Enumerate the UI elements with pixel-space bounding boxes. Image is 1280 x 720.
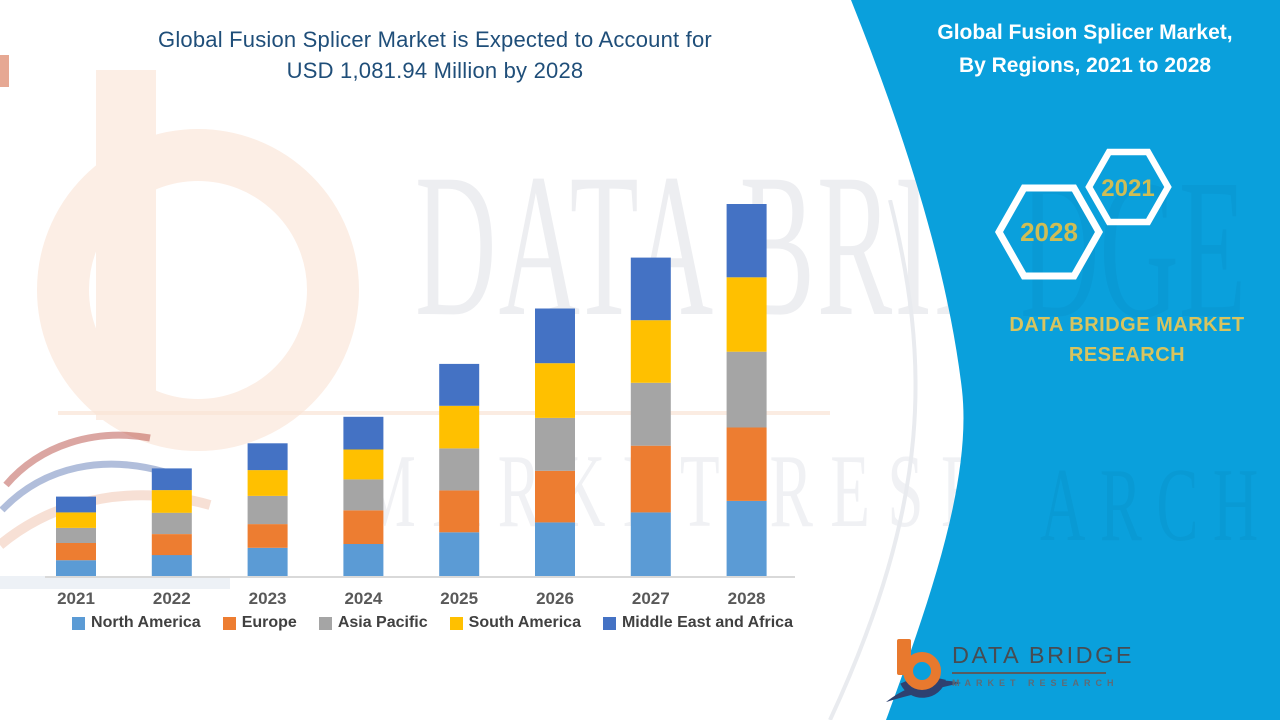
bar-segment-2026-south-america bbox=[535, 363, 575, 418]
bar-segment-2026-north-america bbox=[535, 522, 575, 576]
legend-item-south-america: South America bbox=[449, 614, 581, 632]
bar-segment-2025-north-america bbox=[439, 532, 480, 576]
panel-title: Global Fusion Splicer Market, By Regions… bbox=[902, 16, 1268, 82]
legend-swatch bbox=[449, 616, 463, 630]
side-panel-background bbox=[851, 0, 1280, 720]
legend-swatch bbox=[72, 616, 86, 630]
x-tick-2027: 2027 bbox=[631, 589, 670, 608]
bar-segment-2028-north-america bbox=[726, 500, 767, 576]
logo-b-stem bbox=[897, 639, 911, 675]
logo-wordmark: DATA BRIDGE bbox=[952, 642, 1135, 668]
bar-segment-2026-europe bbox=[535, 470, 575, 523]
x-tick-2023: 2023 bbox=[248, 589, 287, 608]
panel-title-line2: By Regions, 2021 to 2028 bbox=[958, 54, 1212, 77]
legend-label: Europe bbox=[241, 614, 297, 631]
panel-brand-text: DATA BRIDGE MARKET RESEARCH bbox=[982, 310, 1272, 370]
panel-title-line1: Global Fusion Splicer Market, bbox=[937, 21, 1233, 44]
legend-label: South America bbox=[468, 614, 581, 631]
x-tick-2022: 2022 bbox=[152, 589, 191, 608]
panel-ghost-text-bottom: ARCH bbox=[1040, 446, 1273, 563]
bar-segment-2022-north-america bbox=[151, 555, 192, 576]
bar-segment-2024-europe bbox=[343, 510, 384, 544]
logo-underline bbox=[952, 672, 1106, 674]
panel-brand-line1: DATA BRIDGE MARKET bbox=[1009, 314, 1245, 336]
bar-segment-2025-europe bbox=[439, 490, 480, 533]
bar-segment-2027-north-america bbox=[630, 512, 671, 576]
legend-item-asia-pacific: Asia Pacific bbox=[318, 614, 428, 632]
legend-label: North America bbox=[91, 614, 201, 631]
legend-swatch bbox=[602, 616, 616, 630]
bar-segment-2025-asia-pacific bbox=[439, 448, 480, 491]
chart-title-line2: USD 1,081.94 Million by 2028 bbox=[286, 58, 584, 83]
bar-segment-2024-asia-pacific bbox=[343, 479, 384, 511]
panel-ghost-text-top: DGE bbox=[1020, 139, 1247, 360]
hexagon-badges: 2021 2028 bbox=[994, 148, 1172, 280]
x-tick-2025: 2025 bbox=[440, 589, 479, 608]
legend-label: Middle East and Africa bbox=[621, 614, 793, 631]
x-tick-2028: 2028 bbox=[727, 589, 766, 608]
hexagon-2021-label: 2021 bbox=[1101, 175, 1154, 202]
logo-subtext: MARKET RESEARCH bbox=[952, 678, 1119, 688]
x-tick-2024: 2024 bbox=[344, 589, 383, 608]
legend-item-north-america: North America bbox=[72, 614, 201, 632]
bar-segment-2027-south-america bbox=[630, 320, 671, 383]
hexagon-2021 bbox=[1085, 148, 1172, 226]
hexagon-2028-label: 2028 bbox=[1020, 217, 1078, 247]
bar-segment-2027-middle-east-and-africa bbox=[630, 257, 671, 321]
legend-swatch bbox=[222, 616, 236, 630]
bar-segment-2026-middle-east-and-africa bbox=[535, 308, 575, 364]
chart-title: Global Fusion Splicer Market is Expected… bbox=[70, 24, 800, 86]
logo-b-bowl bbox=[903, 652, 941, 690]
hexagon-2028 bbox=[994, 184, 1104, 280]
chart-legend: North America Europe Asia Pacific South Ame… bbox=[40, 614, 825, 632]
bar-segment-2022-middle-east-and-africa bbox=[151, 468, 192, 491]
bar-segment-2023-south-america bbox=[247, 470, 288, 496]
company-logo: DATA BRIDGE MARKET RESEARCH bbox=[884, 628, 1132, 716]
bar-segment-2023-asia-pacific bbox=[247, 495, 288, 525]
bar-segment-2028-south-america bbox=[726, 277, 767, 352]
legend-item-middle-east-and-africa: Middle East and Africa bbox=[602, 614, 793, 632]
bar-segment-2027-europe bbox=[630, 445, 671, 513]
bar-segment-2023-europe bbox=[247, 524, 288, 548]
legend-label: Asia Pacific bbox=[337, 614, 428, 631]
bar-segment-2023-north-america bbox=[247, 547, 288, 576]
chart-title-line1: Global Fusion Splicer Market is Expected… bbox=[158, 27, 712, 52]
x-tick-2026: 2026 bbox=[536, 589, 574, 608]
legend-swatch bbox=[318, 616, 332, 630]
bar-segment-2021-north-america bbox=[56, 560, 96, 576]
panel-brand-line2: RESEARCH bbox=[1068, 344, 1186, 366]
bar-segment-2028-middle-east-and-africa bbox=[726, 204, 767, 278]
bar-segment-2028-europe bbox=[726, 427, 767, 501]
x-tick-2021: 2021 bbox=[57, 589, 95, 608]
bar-segment-2024-south-america bbox=[343, 449, 384, 480]
legend-item-europe: Europe bbox=[222, 614, 297, 632]
bar-segment-2024-north-america bbox=[343, 544, 384, 576]
bar-segment-2026-asia-pacific bbox=[535, 417, 575, 471]
bar-segment-2025-middle-east-and-africa bbox=[439, 363, 480, 406]
